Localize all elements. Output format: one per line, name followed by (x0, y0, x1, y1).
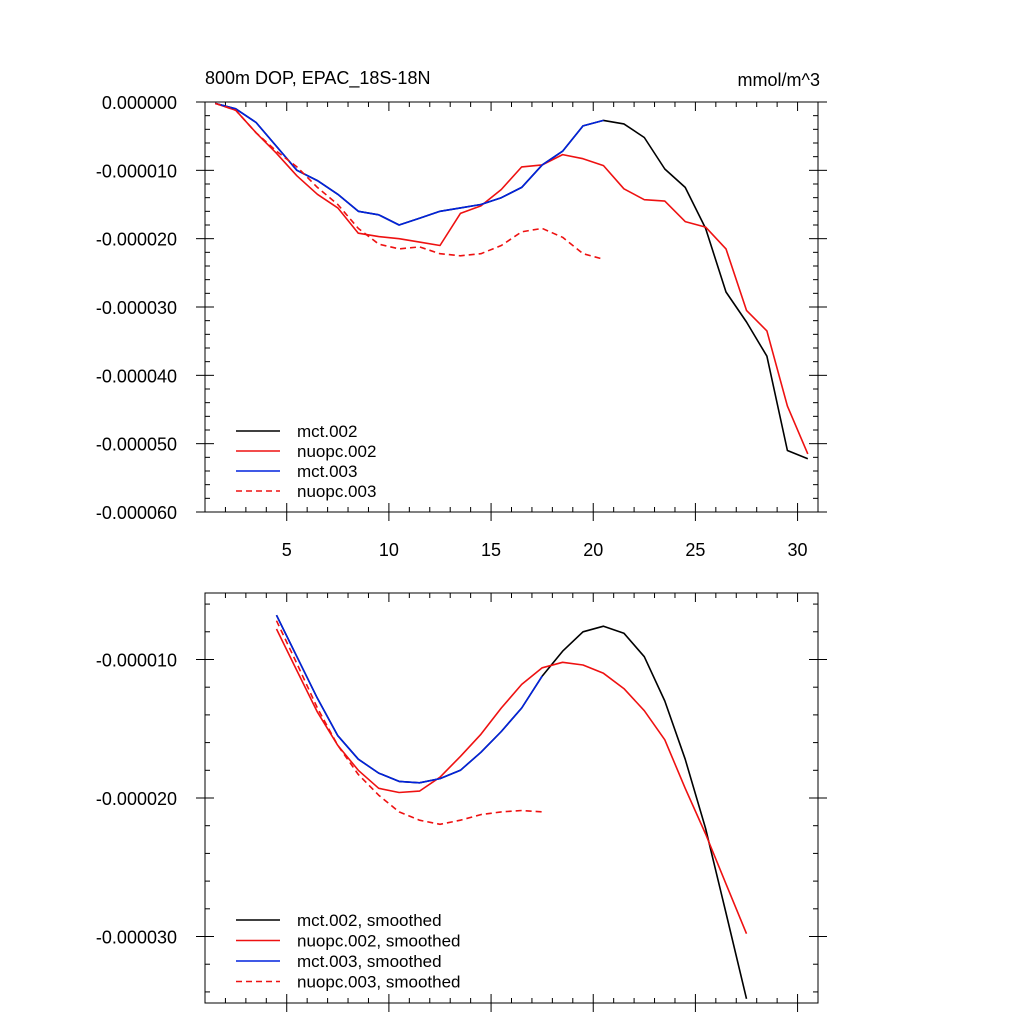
series-line-mct-003 (214, 102, 604, 226)
y-tick-label: -0.000010 (96, 650, 177, 670)
x-tick-label: 30 (788, 540, 808, 560)
y-tick-label: -0.000010 (96, 161, 177, 181)
x-tick-label: 25 (685, 540, 705, 560)
series-line-mct-002 (214, 102, 809, 460)
legend-label: nuopc.003, smoothed (297, 973, 461, 992)
y-tick-label: -0.000040 (96, 366, 177, 386)
y-tick-label: -0.000050 (96, 435, 177, 455)
y-tick-label: -0.000060 (96, 503, 177, 523)
x-tick-label: 20 (583, 540, 603, 560)
bottom-panel-legend: mct.002, smoothed nuopc.002, smoothedmct.… (236, 911, 461, 992)
y-tick-label: -0.000020 (96, 230, 177, 250)
legend-label: nuopc.002 (297, 442, 376, 461)
legend-label: mct.003, smoothed (297, 952, 442, 971)
series-line-nuopc-003 (214, 102, 604, 260)
x-tick-label: 15 (481, 540, 501, 560)
top-panel-title: 800m DOP, EPAC_18S-18N (205, 68, 430, 89)
top-panel-ticks: 5 10 15 20 25 30 0.000000 -0.000010 -0.000020 -0.… (96, 93, 827, 560)
series-line-mct-003-smoothed (275, 614, 543, 784)
bottom-panel: -0.000010 -0.000020 -0.000030 mct.002, smo… (96, 592, 827, 1012)
legend-label: mct.003 (297, 462, 357, 481)
top-panel-units: mmol/m^3 (738, 70, 820, 90)
top-panel-frame (204, 101, 819, 513)
legend-label: mct.002 (297, 422, 357, 441)
bottom-panel-ticks: -0.000010 -0.000020 -0.000030 (96, 593, 827, 1012)
series-line-nuopc-003-smoothed (275, 620, 543, 826)
series-line-nuopc-002 (214, 102, 809, 455)
bottom-panel-frame (204, 592, 819, 1004)
series-line-nuopc-002-smoothed (275, 628, 748, 935)
x-tick-label: 5 (282, 540, 292, 560)
legend-label: nuopc.003 (297, 482, 376, 501)
legend-label: nuopc.002, smoothed (297, 932, 461, 951)
y-tick-label: -0.000030 (96, 298, 177, 318)
bottom-panel-series (275, 614, 748, 999)
top-panel-series (214, 102, 809, 460)
legend-label: mct.002, smoothed (297, 911, 442, 930)
x-tick-label: 10 (379, 540, 399, 560)
top-panel: 800m DOP, EPAC_18S-18N mmol/m^3 5 10 15 20 2… (96, 68, 827, 560)
y-tick-label: -0.000030 (96, 928, 177, 948)
y-tick-label: -0.000020 (96, 789, 177, 809)
y-tick-label: 0.000000 (102, 93, 177, 113)
